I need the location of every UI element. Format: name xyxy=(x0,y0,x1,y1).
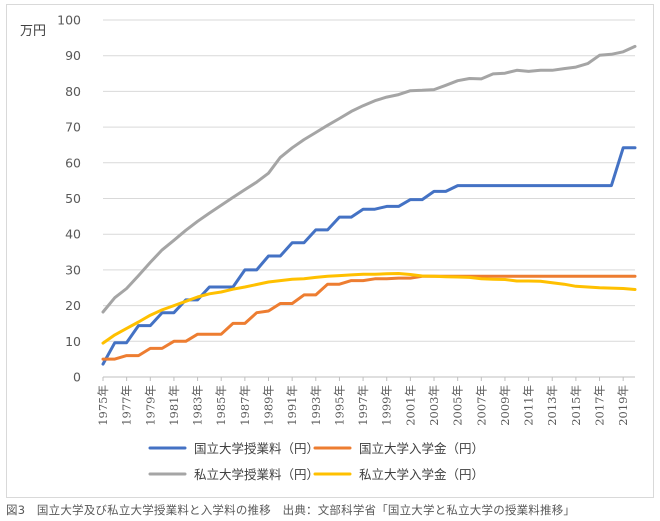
legend-label: 私立大学入学金（円） xyxy=(359,467,484,482)
y-tick-label: 50 xyxy=(65,191,81,206)
y-tick-label: 90 xyxy=(65,48,81,63)
x-tick-label: 1993年 xyxy=(309,385,323,426)
x-tick-label: 2019年 xyxy=(616,385,630,426)
series-line-1 xyxy=(101,146,637,366)
x-tick-label: 1997年 xyxy=(356,385,370,426)
figure-caption: 図3 国立大学及び私立大学授業料と入学料の推移 出典：文部科学省「国立大学と私立… xyxy=(6,503,576,517)
series-line-4 xyxy=(101,272,637,345)
x-tick-label: 1987年 xyxy=(238,385,252,426)
x-tick-label: 1977年 xyxy=(120,385,134,426)
y-tick-label: 80 xyxy=(65,84,81,99)
x-tick-label: 1983年 xyxy=(191,385,205,426)
x-tick-label: 1981年 xyxy=(167,385,181,426)
y-tick-label: 10 xyxy=(65,334,81,349)
x-tick-label: 2015年 xyxy=(569,385,583,426)
y-tick-label: 30 xyxy=(65,262,81,277)
y-axis-unit-label: 万円 xyxy=(20,24,47,39)
x-tick-label: 1995年 xyxy=(332,385,346,426)
line-chart: 0 10 20 30 40 50 60 70 80 90 100 1975年 1977年 1979年 198… xyxy=(57,13,637,482)
y-tick-label: 100 xyxy=(57,13,81,28)
x-tick-label: 1991年 xyxy=(285,385,299,426)
x-tick-label: 2009年 xyxy=(498,385,512,426)
legend-label: 国立大学入学金（円） xyxy=(359,441,484,456)
y-tick-label: 20 xyxy=(65,298,81,313)
x-tick-label: 2001年 xyxy=(403,385,417,426)
x-tick-label: 1999年 xyxy=(380,385,394,426)
series-line-2 xyxy=(101,274,637,361)
y-tick-label: 0 xyxy=(73,370,81,385)
y-tick-label: 60 xyxy=(65,155,81,170)
x-tick-label: 2003年 xyxy=(427,385,441,426)
x-tick-label: 2013年 xyxy=(545,385,559,426)
x-tick-label: 2005年 xyxy=(451,385,465,426)
series-line-3 xyxy=(101,44,637,314)
x-tick-label: 2011年 xyxy=(522,385,536,426)
x-tick-label: 1979年 xyxy=(143,385,157,426)
legend-label: 私立大学授業料（円） xyxy=(194,467,319,482)
x-tick-label: 1975年 xyxy=(96,385,110,426)
y-tick-label: 70 xyxy=(65,120,81,135)
x-tick-label: 2017年 xyxy=(593,385,607,426)
x-tick-label: 1989年 xyxy=(262,385,276,426)
y-tick-label: 40 xyxy=(65,227,81,242)
x-tick-label: 2007年 xyxy=(474,385,488,426)
chart-frame xyxy=(6,4,654,498)
legend-label: 国立大学授業料（円） xyxy=(194,441,319,456)
x-tick-label: 1985年 xyxy=(214,385,228,426)
